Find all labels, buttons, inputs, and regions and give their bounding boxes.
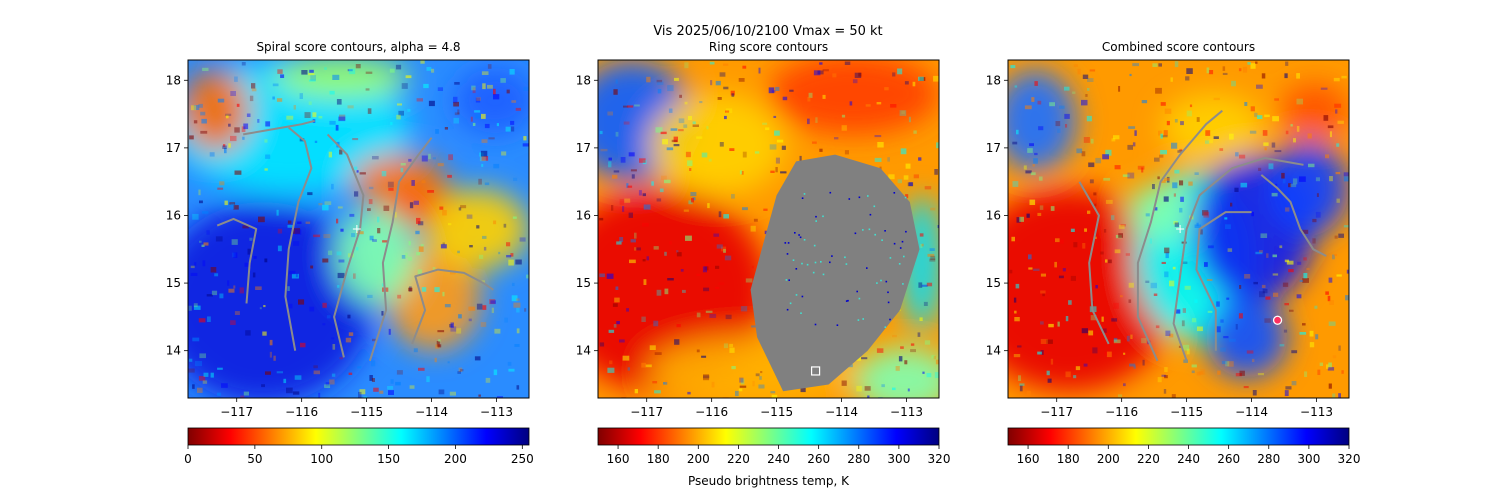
x-tick-label: −116 xyxy=(1105,405,1138,419)
colorbar-tick-label: 250 xyxy=(511,452,534,466)
contour-line-1 xyxy=(1078,181,1110,345)
colorbar-tick-label: 220 xyxy=(1137,452,1160,466)
x-tick-label: −113 xyxy=(480,405,513,419)
panel-title: Combined score contours xyxy=(1102,40,1255,54)
y-tick-label: 14 xyxy=(166,344,181,358)
contour-line-6 xyxy=(243,119,315,136)
y-tick-label: 17 xyxy=(986,141,1001,155)
y-tick-label: 15 xyxy=(166,276,181,290)
masked-region xyxy=(750,154,920,392)
y-tick-label: 15 xyxy=(986,276,1001,290)
center-marker xyxy=(352,225,361,233)
colorbar-tick-label: 50 xyxy=(247,452,262,466)
colorbar-tick-label: 0 xyxy=(184,452,192,466)
contour-line-1 xyxy=(216,217,258,304)
colorbar-tick-label: 200 xyxy=(1097,452,1120,466)
heatmap-image xyxy=(1008,60,1349,398)
colorbar: 160 180 200 220 240 260 280 300 320 xyxy=(1007,427,1361,466)
x-tick-label: −117 xyxy=(1040,405,1073,419)
x-tick-label: −116 xyxy=(285,405,318,419)
panel-title: Spiral score contours, alpha = 4.8 xyxy=(256,40,460,54)
colorbar-tick-label: 160 xyxy=(607,452,630,466)
contour-line-4 xyxy=(368,137,433,362)
colorbar-tick-label: 200 xyxy=(444,452,467,466)
colorbar-tick-label: 260 xyxy=(807,452,830,466)
colorbar-tick-label: 240 xyxy=(1177,452,1200,466)
y-tick-label: 16 xyxy=(986,208,1001,222)
colorbar-tick-label: 280 xyxy=(1257,452,1280,466)
y-tick-label: 14 xyxy=(576,344,591,358)
axes-frame xyxy=(597,59,940,399)
x-tick-label: −115 xyxy=(350,405,383,419)
panel-title: Ring score contours xyxy=(709,40,828,54)
best-center-marker xyxy=(1272,315,1283,325)
y-tick-label: 17 xyxy=(576,141,591,155)
y-tick-label: 17 xyxy=(166,141,181,155)
colorbar-tick-label: 260 xyxy=(1217,452,1240,466)
x-tick-label: −114 xyxy=(415,405,448,419)
colorbar-tick-label: 300 xyxy=(887,452,910,466)
y-tick-label: 15 xyxy=(576,276,591,290)
chart-panel-2: Ring score contours −117 −116 −115 −114 −113 1… xyxy=(576,40,951,488)
colorbar-tick-label: 320 xyxy=(1338,452,1361,466)
x-tick-label: −116 xyxy=(695,405,728,419)
colorbar-tick-label: 280 xyxy=(847,452,870,466)
x-tick-label: −114 xyxy=(1235,405,1268,419)
contour-line-2 xyxy=(284,126,313,351)
colorbar-tick-label: 220 xyxy=(727,452,750,466)
colorbar-tick-label: 100 xyxy=(310,452,333,466)
colorbar-tick-label: 150 xyxy=(377,452,400,466)
x-tick-label: −115 xyxy=(1170,405,1203,419)
x-tick-label: −117 xyxy=(630,405,663,419)
ring-center-marker xyxy=(810,366,821,376)
chart-panel-1: Spiral score contours, alpha = 4.8 −117 −1… xyxy=(166,40,534,466)
axes-frame xyxy=(1007,59,1350,399)
colorbar-tick-label: 180 xyxy=(1057,452,1080,466)
colorbar-tick-label: 200 xyxy=(687,452,710,466)
colorbar-tick-label: 160 xyxy=(1017,452,1040,466)
y-tick-label: 16 xyxy=(166,208,181,222)
colorbar-tick-label: 180 xyxy=(647,452,670,466)
contour-line-4 xyxy=(1195,211,1252,351)
contour-line-5 xyxy=(411,268,494,345)
axes-frame xyxy=(187,59,530,399)
colorbar: 160 180 200 220 240 260 280 300 320 Pseudo bright… xyxy=(597,427,951,488)
chart-panel-3: Combined score contours −117 −116 −115 −114 −… xyxy=(986,40,1361,466)
x-tick-label: −115 xyxy=(760,405,793,419)
x-tick-label: −113 xyxy=(890,405,923,419)
colorbar-gradient xyxy=(1007,427,1350,446)
center-marker xyxy=(1176,225,1185,233)
colorbar-tick-label: 300 xyxy=(1297,452,1320,466)
x-tick-label: −117 xyxy=(220,405,253,419)
x-tick-label: −113 xyxy=(1300,405,1333,419)
colorbar-tick-label: 320 xyxy=(928,452,951,466)
x-tick-label: −114 xyxy=(825,405,858,419)
colorbar-gradient xyxy=(597,427,940,446)
colorbar-tick-label: 240 xyxy=(767,452,790,466)
y-tick-label: 14 xyxy=(986,344,1001,358)
heatmap-image xyxy=(188,60,529,398)
contour-line-5 xyxy=(1260,174,1327,257)
panels: Spiral score contours, alpha = 4.8 −117 −1… xyxy=(166,40,1361,488)
colorbar-gradient xyxy=(187,427,530,446)
figure-title: Vis 2025/06/10/2100 Vmax = 50 kt xyxy=(653,24,882,39)
contour-line-3 xyxy=(1172,157,1304,362)
heatmap-image xyxy=(598,60,939,398)
y-tick-label: 18 xyxy=(166,73,181,87)
y-tick-label: 18 xyxy=(576,73,591,87)
y-tick-label: 18 xyxy=(986,73,1001,87)
y-tick-label: 16 xyxy=(576,208,591,222)
colorbar: 0 50 100 150 200 250 xyxy=(184,427,534,466)
colorbar-label: Pseudo brightness temp, K xyxy=(688,474,850,488)
contour-line-2 xyxy=(1136,109,1223,362)
